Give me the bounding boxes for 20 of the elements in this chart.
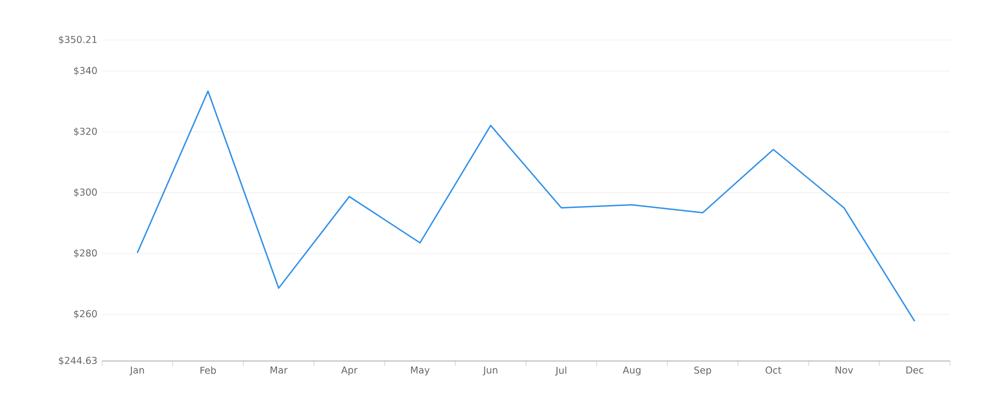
y-tick-label: $244.63 [58,356,97,366]
x-tick-label: Mar [270,366,288,374]
x-tick-label: May [411,366,430,376]
y-tick-label: $340 [74,66,97,76]
y-tick-label: $300 [74,188,97,197]
y-tick-label: $320 [74,128,97,136]
y-tick-label: $350.21 [58,36,97,44]
x-tick-label: Apr [341,366,358,376]
x-tick-label: Sep [694,366,712,376]
x-tick-label: Jun [482,366,498,376]
x-tick-label: Oct [766,366,782,374]
y-tick-label: $280 [74,249,97,258]
x-tick-label: Aug [622,366,640,376]
y-tick-label: $260 [74,310,97,319]
x-tick-label: Jul [555,366,566,376]
x-tick-label: Dec [906,366,924,374]
line-series [136,90,916,322]
x-tick-label: Jan [130,366,144,376]
x-tick-label: Nov [836,366,854,374]
x-tick-label: Feb [200,366,216,374]
